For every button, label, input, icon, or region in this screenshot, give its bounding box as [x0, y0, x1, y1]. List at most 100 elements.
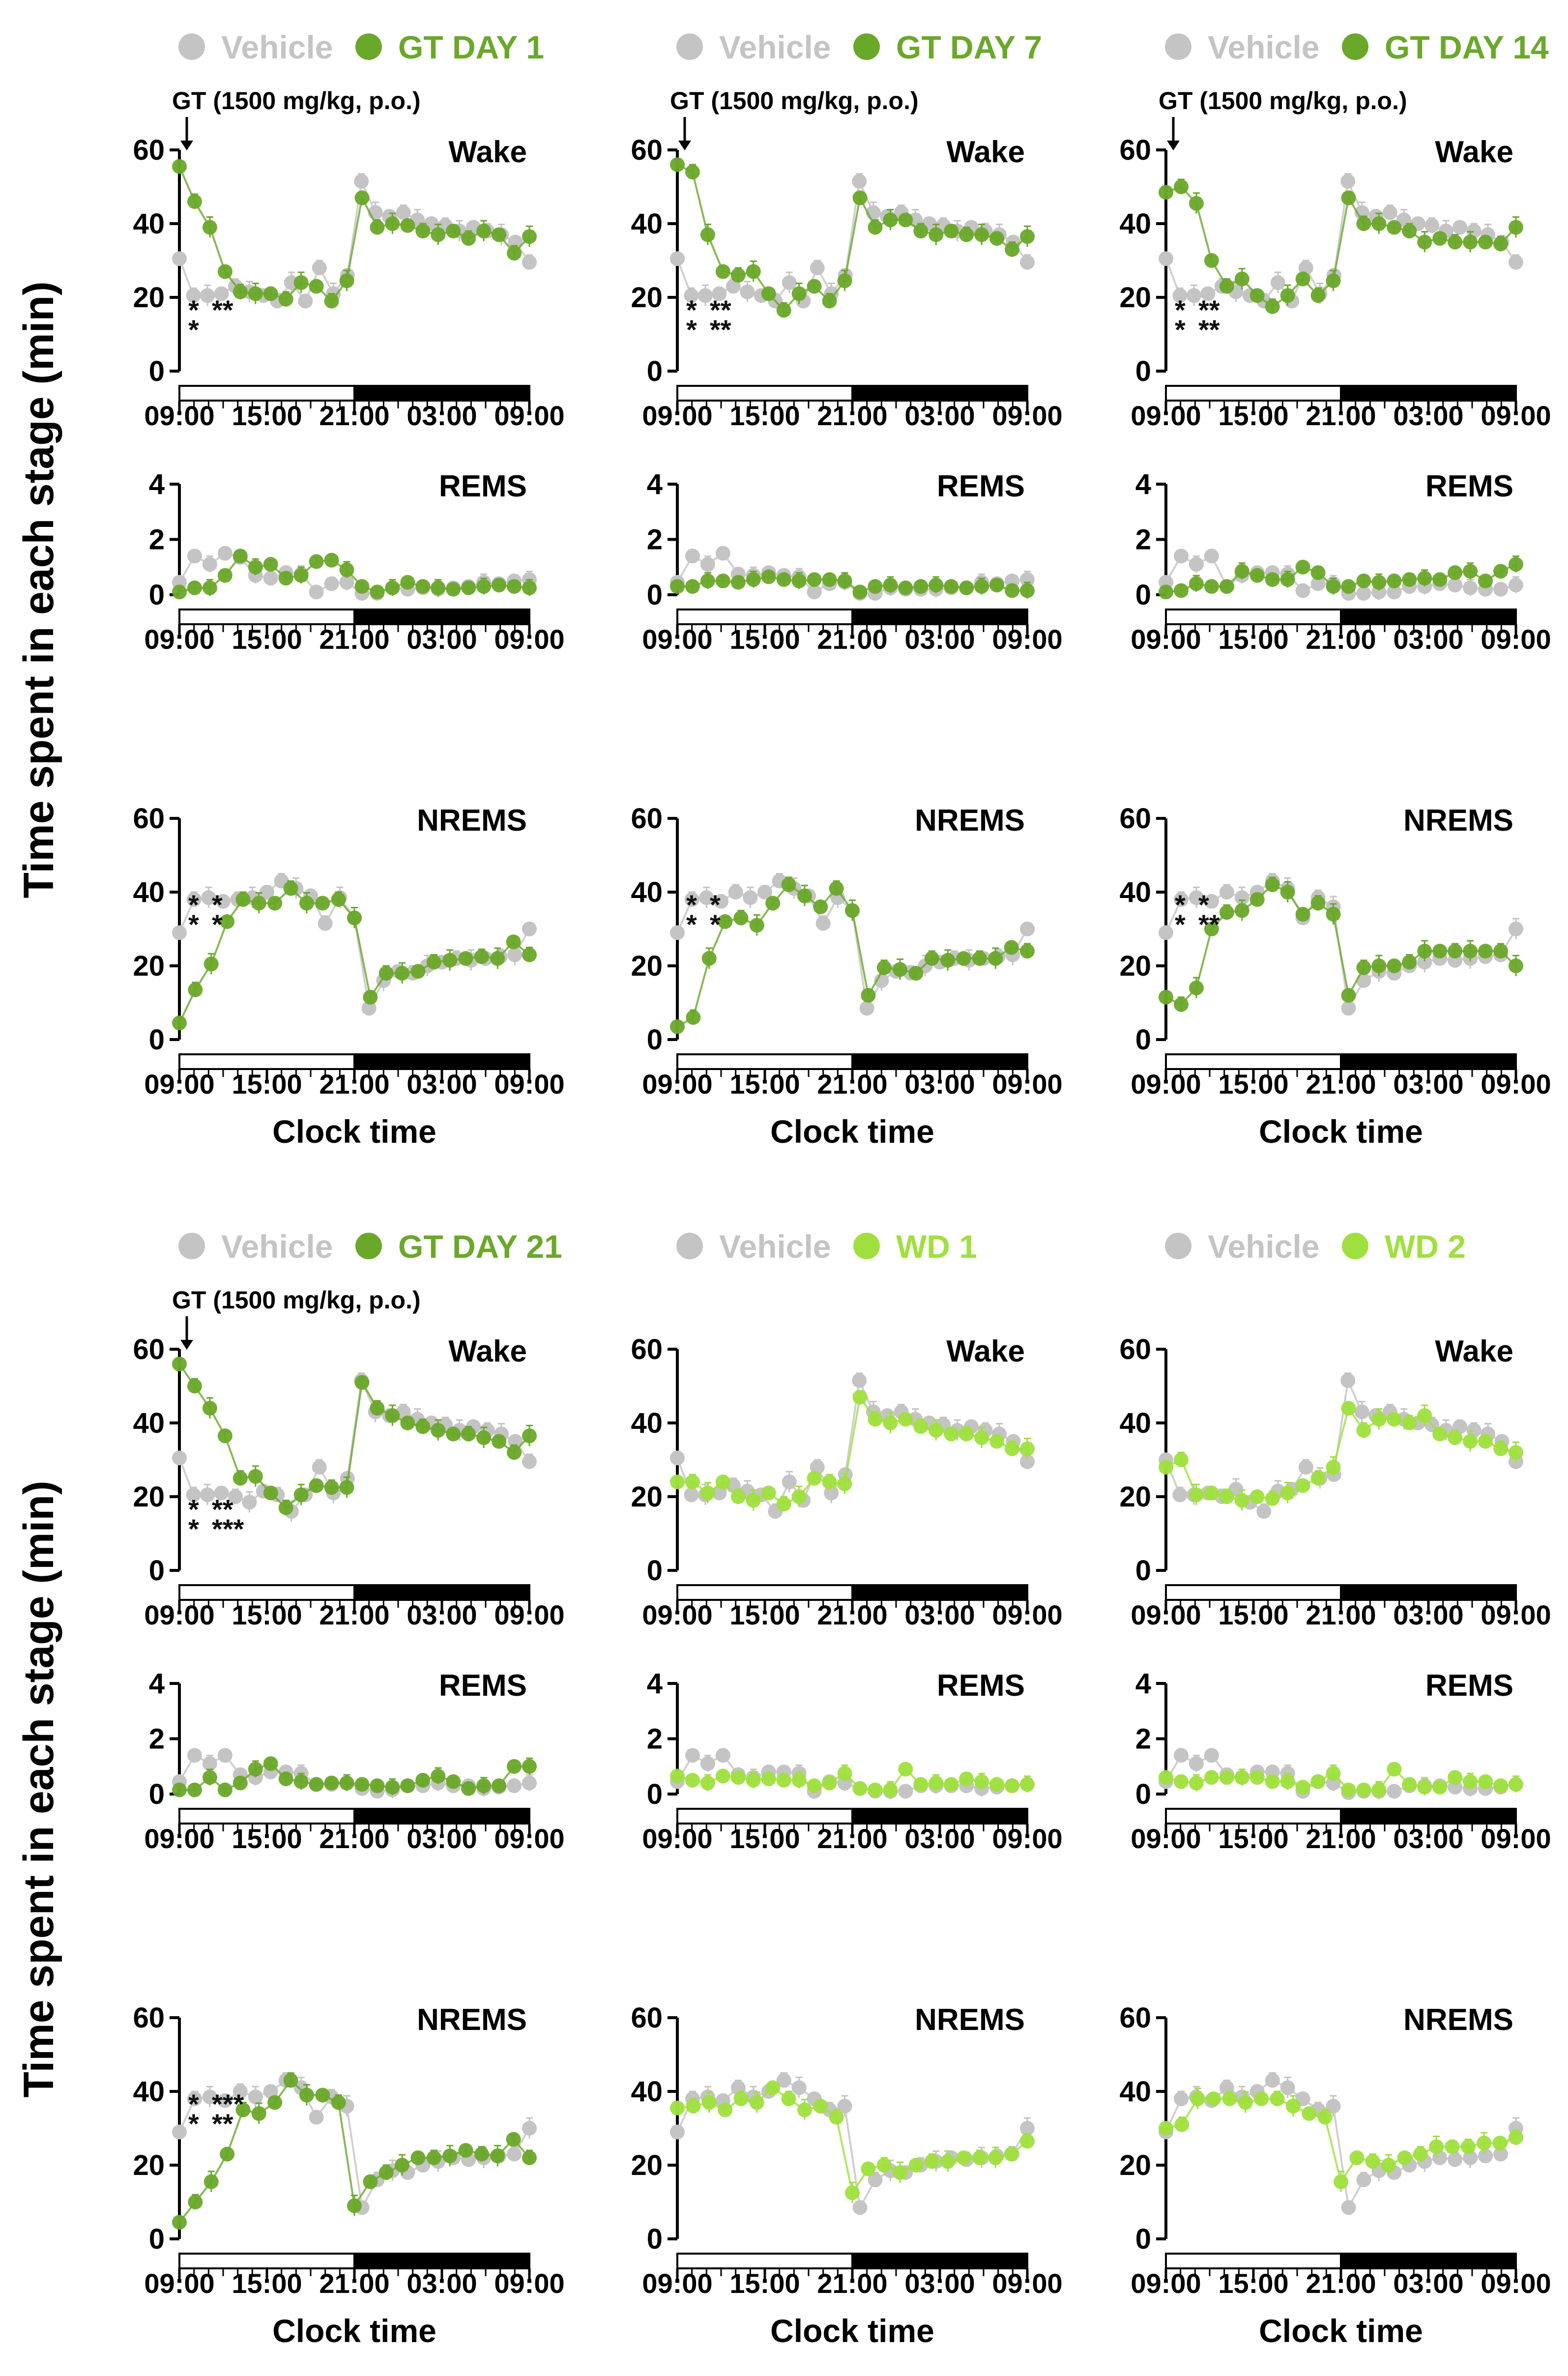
data-point-treatment	[1381, 2158, 1396, 2173]
data-point-treatment	[1005, 242, 1020, 257]
data-point-treatment	[1341, 1782, 1356, 1797]
x-tick-label: 21:00	[817, 2268, 887, 2299]
y-tick-label: 20	[133, 950, 165, 982]
data-point-vehicle	[522, 2121, 537, 2136]
data-point-treatment	[988, 2150, 1003, 2165]
data-point-treatment	[415, 1419, 431, 1434]
data-point-treatment	[506, 2132, 521, 2147]
data-point-treatment	[1020, 1441, 1035, 1456]
data-point-treatment	[1493, 1441, 1509, 1456]
significance-star: **	[212, 1494, 233, 1525]
data-point-treatment	[507, 1445, 522, 1460]
data-point-treatment	[1249, 1770, 1265, 1785]
data-point-treatment	[898, 1412, 913, 1427]
data-point-treatment	[746, 572, 761, 587]
data-point-treatment	[1493, 564, 1509, 579]
legend-treatment-label: GT DAY 1	[398, 29, 544, 65]
data-point-vehicle	[824, 1485, 839, 1501]
data-point-treatment	[715, 1475, 730, 1489]
data-point-treatment	[718, 2102, 733, 2117]
data-point-treatment	[1402, 955, 1417, 970]
data-point-treatment	[765, 896, 781, 911]
data-point-treatment	[761, 1485, 776, 1501]
dark-phase-bar	[353, 608, 530, 625]
y-tick-label: 20	[133, 1481, 165, 1513]
data-point-vehicle	[228, 1489, 243, 1504]
data-point-treatment	[883, 212, 898, 228]
significance-star: *	[1175, 889, 1186, 920]
data-point-vehicle	[740, 284, 755, 299]
y-tick-label: 40	[1119, 208, 1151, 240]
legend-treatment-dot	[1342, 1233, 1368, 1259]
data-point-treatment	[461, 1781, 476, 1796]
data-point-vehicle	[186, 1487, 201, 1503]
data-point-vehicle	[354, 174, 369, 189]
series-treatment	[172, 1756, 537, 1797]
series-treatment	[172, 159, 537, 309]
y-tick-label: 0	[647, 2223, 663, 2255]
data-point-treatment	[1219, 905, 1234, 920]
legend-vehicle-label: Vehicle	[221, 1228, 333, 1265]
data-point-treatment	[220, 914, 235, 929]
data-point-treatment	[1310, 896, 1326, 911]
series-line-treatment	[677, 1394, 1027, 1506]
data-point-treatment	[1341, 190, 1356, 205]
data-point-treatment	[217, 568, 232, 583]
dose-arrow-head	[678, 141, 691, 150]
data-point-vehicle	[1189, 890, 1204, 905]
data-point-treatment	[1159, 1460, 1173, 1475]
data-point-treatment	[913, 1777, 929, 1792]
data-point-treatment	[829, 881, 844, 896]
x-tick-label: 09:00	[1481, 400, 1551, 431]
data-point-treatment	[1310, 1471, 1326, 1486]
x-tick-label: 09:00	[144, 624, 214, 655]
data-point-treatment	[324, 1775, 339, 1791]
data-point-vehicle	[248, 2089, 263, 2105]
data-point-treatment	[1189, 576, 1204, 591]
data-point-treatment	[776, 303, 791, 318]
x-tick-label: 09:00	[494, 1823, 564, 1854]
dark-phase-bar	[851, 1584, 1028, 1601]
legend-vehicle-dot	[676, 33, 703, 60]
y-tick-label: 40	[133, 208, 165, 240]
data-point-vehicle	[810, 261, 825, 275]
data-point-treatment	[686, 1010, 701, 1025]
data-point-treatment	[1204, 253, 1219, 268]
data-point-treatment	[944, 224, 959, 238]
series-treatment	[670, 1762, 1035, 1798]
x-tick-label: 03:00	[1393, 1823, 1463, 1854]
data-point-treatment	[395, 2158, 410, 2173]
data-point-treatment	[1448, 1430, 1463, 1445]
data-point-treatment	[202, 1401, 217, 1416]
data-point-vehicle	[1493, 2146, 1509, 2162]
dark-phase-bar	[353, 385, 530, 402]
data-point-vehicle	[782, 275, 797, 290]
y-tick-label: 2	[149, 1723, 165, 1755]
data-point-treatment	[1371, 958, 1387, 973]
data-point-treatment	[339, 1480, 354, 1495]
x-tick-label: 09:00	[1131, 2268, 1201, 2299]
data-point-treatment	[339, 273, 354, 289]
data-point-treatment	[974, 227, 989, 242]
x-tick-label: 09:00	[144, 1823, 214, 1854]
x-tick-label: 21:00	[817, 400, 887, 431]
data-point-vehicle	[699, 890, 714, 905]
x-tick-label: 03:00	[904, 2268, 975, 2299]
data-point-treatment	[959, 227, 974, 242]
significance-star: **	[710, 314, 731, 345]
x-tick-label: 09:00	[1131, 400, 1201, 431]
data-point-vehicle	[685, 549, 700, 564]
data-point-treatment	[1219, 1770, 1234, 1785]
x-tick-label: 21:00	[319, 2268, 389, 2299]
data-point-vehicle	[776, 2073, 791, 2088]
data-point-treatment	[293, 275, 309, 290]
data-point-treatment	[248, 559, 263, 575]
dark-phase-bar	[1340, 1808, 1517, 1825]
data-point-vehicle	[232, 2084, 248, 2099]
y-tick-label: 2	[647, 524, 663, 556]
data-point-treatment	[837, 1766, 852, 1781]
significance-star: *	[188, 1513, 199, 1544]
data-point-treatment	[283, 881, 298, 896]
